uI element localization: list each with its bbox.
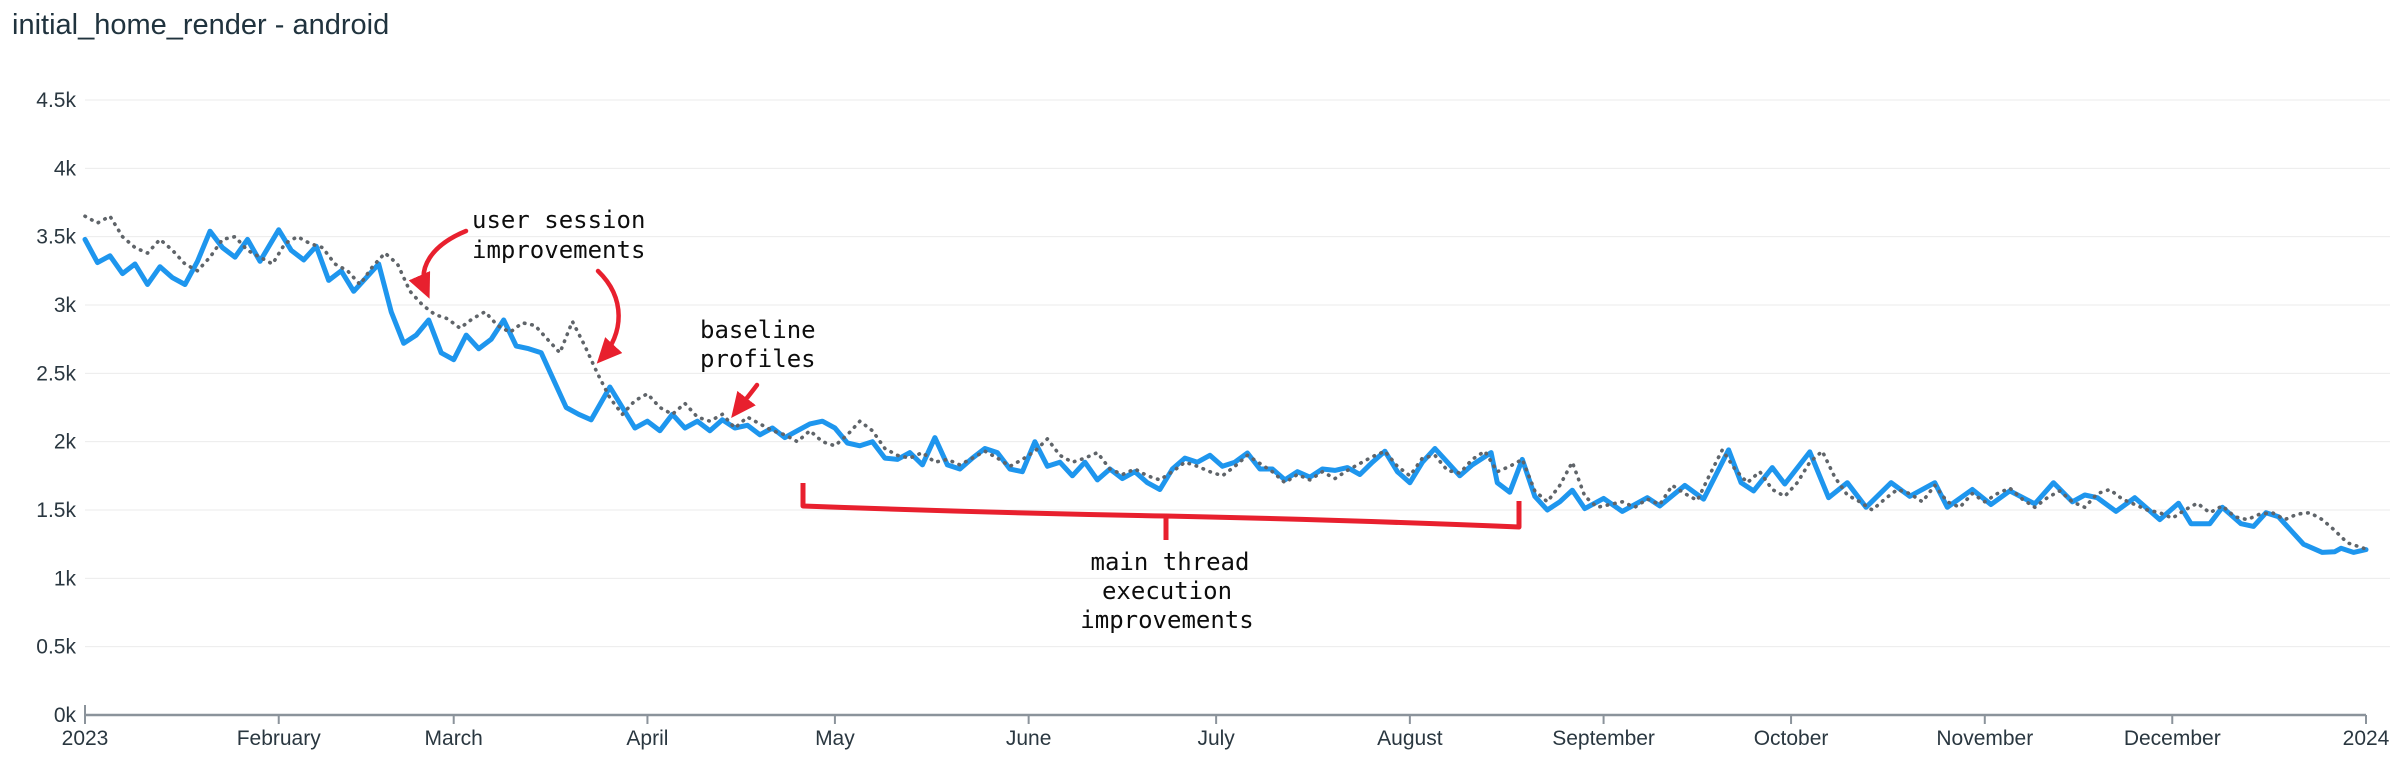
y-axis-tick-label: 1.5k: [36, 499, 76, 522]
x-axis-tick-label: 2024: [2343, 727, 2390, 750]
x-axis-tick-label: November: [1936, 727, 2033, 750]
annotation-arrow-2: [595, 268, 623, 364]
x-axis-tick-label: May: [815, 727, 855, 750]
annotation-user-session-line1: user session: [472, 206, 645, 234]
y-axis-tick-label: 0.5k: [36, 636, 76, 659]
plot-area[interactable]: [82, 214, 2369, 555]
series-dotted-gray[interactable]: [83, 214, 2368, 551]
y-axis-tick-label: 4.5k: [36, 89, 76, 112]
annotation-baseline-line1: baseline: [700, 316, 816, 344]
x-axis-tick-label: August: [1377, 727, 1443, 750]
y-axis-tick-label: 3.5k: [36, 226, 76, 249]
y-axis-tick-label: 2.5k: [36, 362, 76, 385]
y-axis-tick-label: 1k: [54, 567, 77, 590]
series-solid-blue[interactable]: [82, 227, 2369, 555]
annotation-arrow-1: [408, 228, 469, 299]
x-axis-tick-label: March: [425, 727, 483, 750]
annotation-main-thread-line3: improvements: [1080, 606, 1253, 634]
x-axis-tick-label: February: [237, 727, 322, 750]
x-axis-tick-label: December: [2124, 727, 2221, 750]
annotation-bracket: [800, 483, 1522, 540]
grid-lines: [84, 99, 2390, 724]
annotation-main-thread-line1: main thread: [1091, 548, 1250, 576]
annotation-main-thread: main thread execution improvements: [800, 483, 1522, 634]
y-axis-tick-label: 4k: [54, 157, 77, 180]
x-axis-tick-label: June: [1006, 727, 1052, 750]
page-title: initial_home_render - android: [12, 9, 390, 41]
annotation-baseline-profiles: baseline profiles: [700, 316, 816, 418]
annotation-arrow-3: [731, 382, 760, 418]
x-axis-tick-label: 2023: [62, 727, 109, 750]
y-axis-tick-label: 3k: [54, 294, 77, 317]
annotation-user-session: user session improvements: [408, 206, 645, 364]
y-axis-tick-label: 0k: [54, 704, 77, 727]
x-axis-tick-label: September: [1552, 727, 1655, 750]
annotation-main-thread-line2: execution: [1102, 577, 1232, 605]
x-axis-labels: 2023 February March April May June July August S…: [62, 727, 2390, 750]
x-axis-tick-label: July: [1197, 727, 1235, 750]
annotation-user-session-line2: improvements: [472, 236, 645, 264]
x-axis-tick-label: October: [1754, 727, 1829, 750]
annotation-baseline-line2: profiles: [700, 345, 816, 373]
y-axis-labels: 0k 0.5k 1k 1.5k 2k 2.5k 3k 3.5k 4k 4.5k: [36, 89, 76, 727]
x-axis-tick-label: April: [626, 727, 668, 750]
y-axis-tick-label: 2k: [54, 431, 77, 454]
